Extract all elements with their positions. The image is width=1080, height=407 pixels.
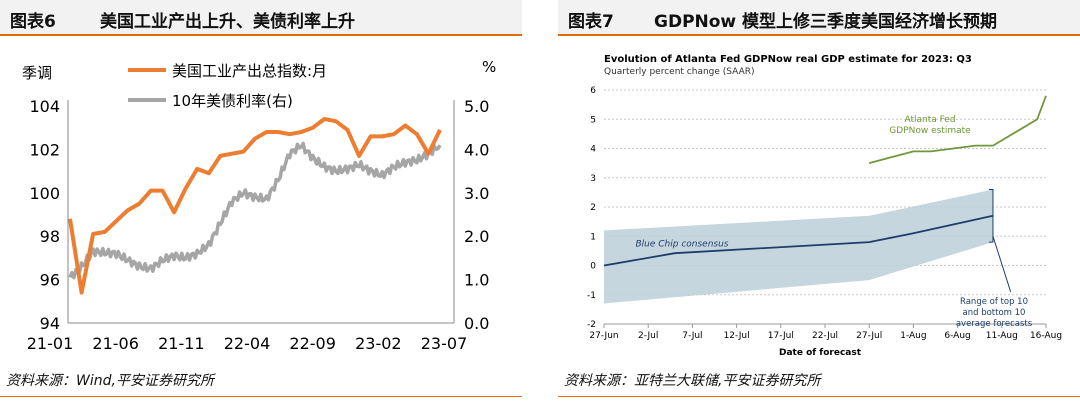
left-axis-unit: 季调	[22, 64, 52, 82]
chart-subtitle: Quarterly percent change (SAAR)	[604, 67, 755, 77]
line-blue-chip	[603, 214, 994, 267]
y-tick-label: 3	[590, 174, 596, 184]
y-tick-label: 0	[590, 262, 596, 272]
x-tick-label: 17-Jul	[768, 331, 794, 341]
annotation-range: Range of top 10	[960, 297, 1028, 307]
series-blue-chip	[603, 214, 994, 267]
left-tick-label: 104	[29, 97, 60, 116]
chart-panel-industrial-output: 图表6 美国工业产出上升、美债利率上升 94 96 98 100 102 104 0.0 1.…	[0, 0, 522, 407]
right-tick-label: 3.0	[464, 184, 489, 203]
annotation-blue-chip: Blue Chip consensus	[635, 239, 728, 249]
chart-industrial-output: 94 96 98 100 102 104 0.0 1.0 2.0 3.0 4.0 5.0 21-01 21…	[22, 58, 496, 353]
y-tick-label: 5	[590, 115, 596, 125]
x-axis-label: Date of forecast	[779, 348, 862, 358]
right-tick-label: 1.0	[464, 271, 489, 290]
annotation-gdpnow: Atlanta Fed	[904, 115, 955, 125]
x-tick-label: 27-Jul	[856, 331, 882, 341]
x-tick-label: 22-04	[224, 334, 271, 353]
y-tick-label: -2	[587, 320, 596, 330]
line-industrial-output	[68, 117, 442, 295]
left-tick-label: 102	[29, 140, 60, 159]
annotation-gdpnow: GDPNow estimate	[889, 126, 971, 136]
right-tick-label: 4.0	[464, 140, 489, 159]
annotation-leader	[992, 236, 1012, 292]
right-tick-label: 0.0	[464, 314, 489, 333]
y-tick-label: 6	[590, 86, 596, 96]
x-tick-label: 21-01	[27, 334, 74, 353]
x-tick-label: 22-09	[289, 334, 336, 353]
panel-header: 图表7 GDPNow 模型上修三季度美国经济增长预期	[558, 0, 1080, 36]
right-tick-label: 2.0	[464, 227, 489, 246]
x-tick-label: 11-Aug	[986, 331, 1018, 341]
x-tick-label: 21-06	[92, 334, 139, 353]
series-treasury-yield	[68, 141, 442, 280]
y-tick-label: 2	[590, 203, 596, 213]
left-tick-label: 94	[40, 314, 60, 333]
x-tick-label: 16-Aug	[1030, 331, 1062, 341]
y-tick-label: 1	[590, 232, 596, 242]
x-tick-label: 12-Jul	[724, 331, 750, 341]
legend-label-industrial-output: 美国工业产出总指数:月	[172, 62, 327, 80]
figure-title: GDPNow 模型上修三季度美国经济增长预期	[654, 12, 998, 32]
x-tick-label: 22-Jul	[812, 331, 838, 341]
x-tick-label: 6-Aug	[944, 331, 970, 341]
left-tick-label: 96	[40, 271, 60, 290]
x-tick-label: 27-Jun	[589, 331, 618, 341]
legend-label-treasury: 10年美债利率(右)	[172, 92, 293, 110]
y-tick-label: 4	[590, 145, 596, 155]
left-tick-label: 98	[40, 227, 60, 246]
figure-number: 图表7	[568, 12, 614, 32]
x-tick-label: 23-02	[355, 334, 402, 353]
left-tick-label: 100	[29, 184, 60, 203]
x-tick-label: 23-07	[421, 334, 468, 353]
series-gdpnow	[868, 95, 1047, 164]
annotation-range: average forecasts	[956, 319, 1033, 329]
right-axis-unit: %	[482, 58, 496, 76]
annotation-range: and bottom 10	[963, 308, 1026, 318]
source-note: 资料来源：亚特兰大联储,平安证券研究所	[564, 373, 821, 389]
x-tick-label: 2-Jul	[638, 331, 658, 341]
chart-panel-gdpnow: 图表7 GDPNow 模型上修三季度美国经济增长预期 Evolution of …	[558, 0, 1080, 407]
source-note: 资料来源：Wind,平安证券研究所	[6, 373, 214, 389]
x-tick-label: 21-11	[158, 334, 205, 353]
series-industrial-output	[68, 117, 442, 295]
x-tick-label: 1-Aug	[900, 331, 926, 341]
x-tick-label: 7-Jul	[682, 331, 702, 341]
figure-number: 图表6	[10, 12, 56, 32]
panel-header: 图表6 美国工业产出上升、美债利率上升	[0, 0, 522, 36]
chart-title: Evolution of Atlanta Fed GDPNow real GDP…	[604, 54, 972, 65]
right-tick-label: 5.0	[464, 97, 489, 116]
chart-gdpnow: Evolution of Atlanta Fed GDPNow real GDP…	[587, 54, 1062, 358]
line-treasury-yield	[68, 141, 442, 280]
y-tick-label: -1	[587, 291, 596, 301]
figure-title: 美国工业产出上升、美债利率上升	[100, 12, 355, 32]
line-gdpnow	[868, 95, 1047, 164]
